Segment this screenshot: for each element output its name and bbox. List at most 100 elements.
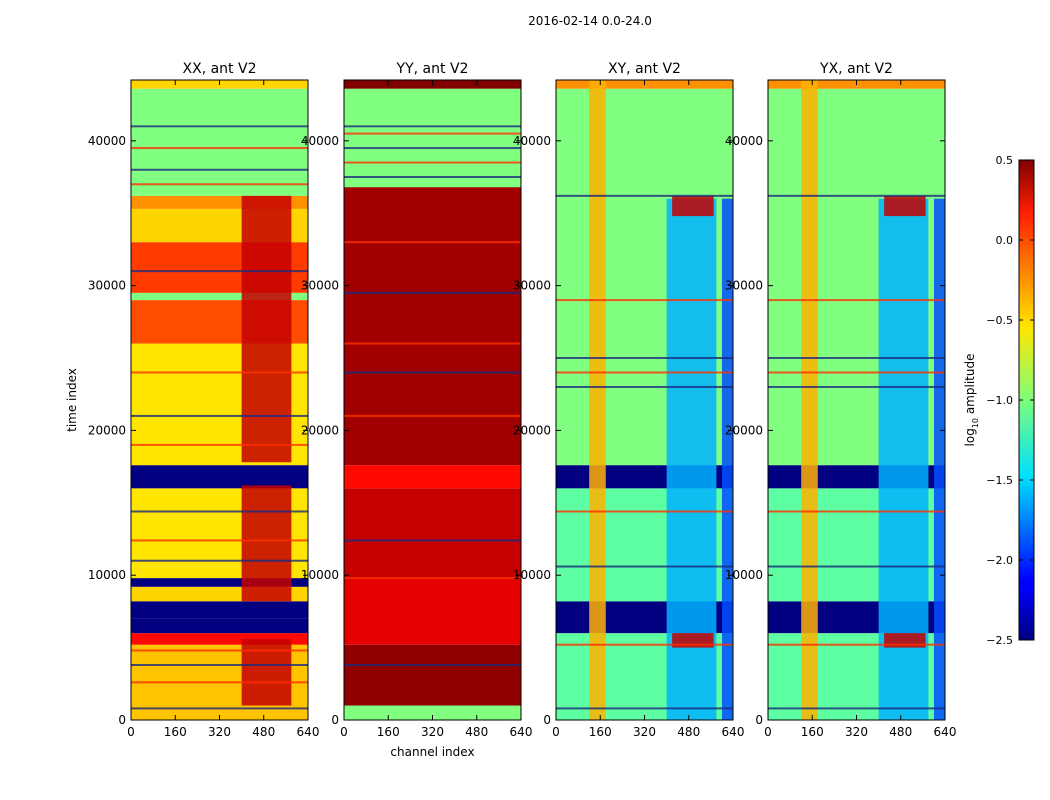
heatmap-panel-2: YY, ant V2 0 160 320 480 640 0 10000 20000 30000 4… — [301, 61, 533, 759]
x-tick-label: 0 — [127, 725, 135, 739]
colorbar-tick-label: −2.5 — [986, 634, 1013, 647]
channel-band — [933, 198, 945, 720]
flag-line — [131, 539, 308, 542]
time-band — [344, 465, 521, 489]
y-tick-label: 20000 — [301, 423, 339, 437]
flag-line — [556, 357, 733, 360]
flag-line — [131, 559, 308, 562]
figure-suptitle: 2016-02-14 0.0-24.0 — [528, 14, 652, 28]
flag-line — [556, 707, 733, 710]
flag-line — [768, 510, 945, 513]
x-tick-label: 480 — [465, 725, 488, 739]
channel-band — [672, 195, 714, 217]
flag-line — [131, 125, 308, 128]
panel-title: XX, ant V2 — [183, 61, 257, 77]
flag-line — [344, 371, 521, 374]
y-tick-label: 30000 — [88, 279, 126, 293]
time-band — [131, 292, 308, 301]
flag-line — [131, 510, 308, 513]
flag-line — [556, 643, 733, 646]
x-tick-label: 160 — [164, 725, 187, 739]
time-band — [344, 187, 521, 466]
colorbar-label: log10 amplitude — [963, 354, 980, 447]
colorbar: 0.5 0.0 −0.5 −1.0 −1.5 −2.0 −2.5 log10 amplitud… — [963, 154, 1035, 647]
panel-title: YY, ant V2 — [396, 61, 469, 77]
channel-band — [801, 80, 818, 720]
y-axis-label: time index — [65, 368, 79, 432]
flag-line — [131, 707, 308, 710]
x-tick-label: 0 — [764, 725, 772, 739]
colorbar-tick-label: 0.5 — [996, 154, 1014, 167]
time-band — [131, 88, 308, 196]
flag-line — [344, 147, 521, 150]
channel-band — [241, 195, 292, 463]
flag-line — [344, 414, 521, 417]
y-tick-label: 20000 — [725, 423, 763, 437]
flag-line — [556, 194, 733, 197]
flag-line — [131, 681, 308, 684]
time-band — [131, 633, 308, 645]
time-band — [344, 644, 521, 706]
y-tick-label: 0 — [755, 713, 763, 727]
x-tick-label: 640 — [934, 725, 957, 739]
time-band — [344, 578, 521, 645]
flag-line — [768, 643, 945, 646]
flag-line — [131, 649, 308, 652]
x-tick-label: 640 — [722, 725, 745, 739]
channel-band — [589, 80, 606, 720]
y-tick-label: 0 — [331, 713, 339, 727]
flag-line — [131, 147, 308, 150]
y-tick-label: 10000 — [88, 568, 126, 582]
y-tick-label: 10000 — [725, 568, 763, 582]
flag-line — [131, 183, 308, 186]
heatmap-panel-1: XX, ant V2 0 160 320 480 640 0 10000 20000 30000 4… — [65, 61, 319, 739]
flag-line — [344, 539, 521, 542]
x-tick-label: 640 — [510, 725, 533, 739]
flag-line — [344, 176, 521, 179]
flag-line — [768, 707, 945, 710]
x-tick-label: 160 — [801, 725, 824, 739]
y-tick-label: 30000 — [513, 279, 551, 293]
flag-line — [344, 125, 521, 128]
y-tick-label: 0 — [543, 713, 551, 727]
flag-line — [556, 385, 733, 388]
flag-line — [768, 299, 945, 302]
channel-band — [721, 198, 733, 720]
x-tick-label: 320 — [845, 725, 868, 739]
x-axis-label: channel index — [390, 745, 474, 759]
x-tick-label: 480 — [252, 725, 275, 739]
colorbar-tick-label: −0.5 — [986, 314, 1013, 327]
colorbar-tick-label: −1.5 — [986, 474, 1013, 487]
flag-line — [556, 510, 733, 513]
x-tick-label: 160 — [589, 725, 612, 739]
y-tick-label: 20000 — [88, 423, 126, 437]
flag-line — [768, 565, 945, 568]
time-band — [131, 578, 308, 587]
x-tick-label: 320 — [421, 725, 444, 739]
time-band — [131, 618, 308, 634]
flag-line — [344, 663, 521, 666]
colorbar-tick-label: −1.0 — [986, 394, 1013, 407]
x-tick-label: 0 — [552, 725, 560, 739]
x-tick-label: 320 — [208, 725, 231, 739]
panel-title: YX, ant V2 — [819, 61, 893, 77]
y-tick-label: 40000 — [725, 134, 763, 148]
flag-line — [344, 291, 521, 294]
panel-title: XY, ant V2 — [608, 61, 681, 77]
y-tick-label: 40000 — [88, 134, 126, 148]
colorbar-tick-label: −2.0 — [986, 554, 1013, 567]
channel-band — [241, 638, 292, 706]
x-tick-label: 320 — [633, 725, 656, 739]
y-tick-label: 10000 — [301, 568, 339, 582]
flag-line — [768, 371, 945, 374]
time-band — [131, 465, 308, 489]
flag-line — [131, 414, 308, 417]
flag-line — [344, 577, 521, 580]
flag-line — [131, 168, 308, 171]
flag-line — [344, 241, 521, 244]
y-tick-label: 0 — [118, 713, 126, 727]
channel-band — [241, 485, 292, 602]
x-tick-label: 160 — [377, 725, 400, 739]
x-tick-label: 0 — [340, 725, 348, 739]
